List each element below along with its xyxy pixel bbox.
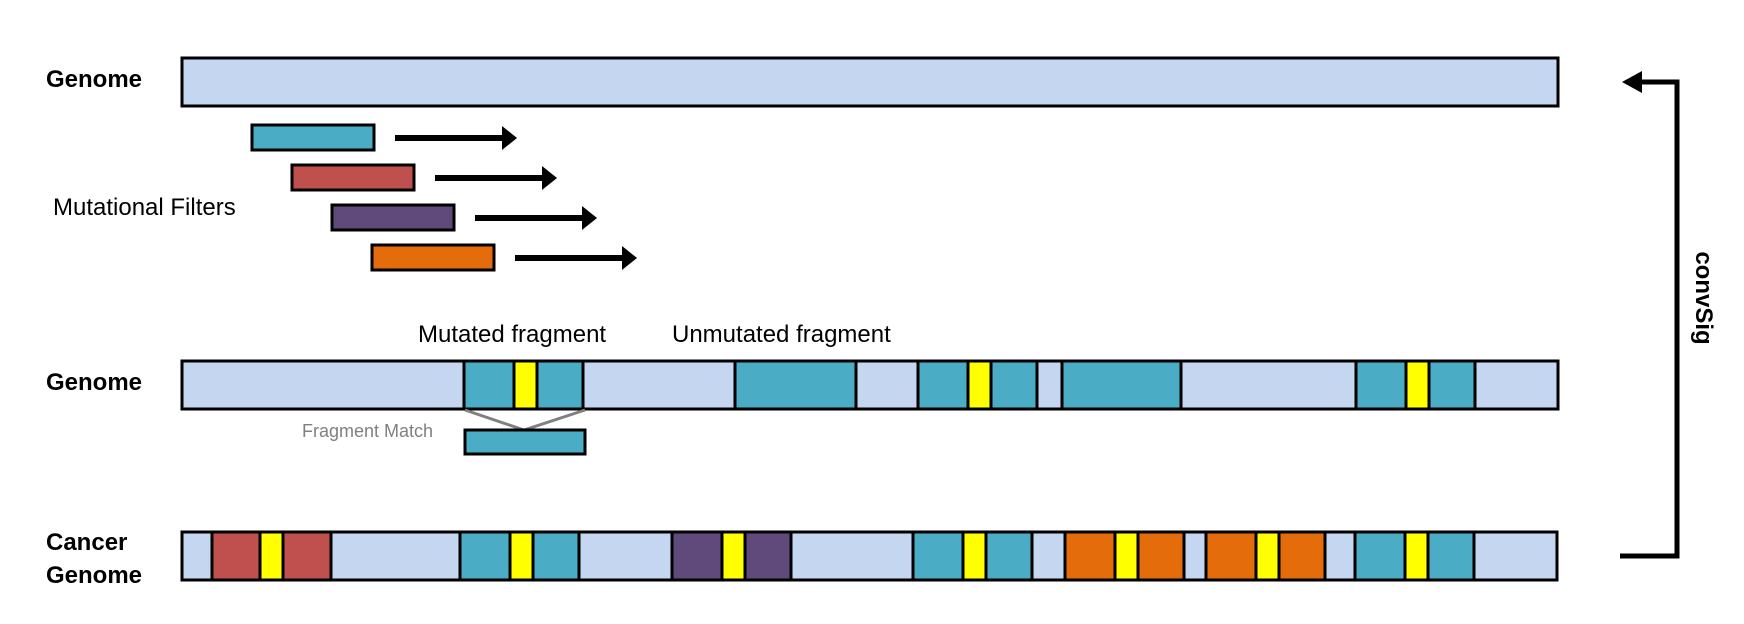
segment-blue bbox=[531, 530, 581, 582]
filter-arrowhead bbox=[622, 246, 637, 270]
segment-blue bbox=[1427, 359, 1477, 411]
segment-red bbox=[281, 530, 333, 582]
filter-arrowhead bbox=[582, 206, 597, 230]
cancer-genome-label-line1: Cancer bbox=[46, 529, 127, 556]
segment-blue bbox=[1426, 530, 1476, 582]
genome-mid-bar bbox=[180, 359, 1560, 411]
genome-top-label: Genome bbox=[46, 66, 142, 93]
segment-blue bbox=[462, 359, 516, 411]
segment-mutation bbox=[508, 530, 535, 582]
segment-mutation bbox=[966, 359, 993, 411]
segment-genome bbox=[789, 530, 915, 582]
genome-mid-label: Genome bbox=[46, 369, 142, 396]
segment-purple bbox=[743, 530, 793, 582]
mutational-filters-group bbox=[250, 123, 637, 272]
segment-mutation bbox=[512, 359, 539, 411]
filter-arrowhead bbox=[542, 166, 557, 190]
filter-red bbox=[290, 163, 416, 192]
segment-blue bbox=[458, 530, 512, 582]
matched-fragment-bar bbox=[463, 428, 587, 456]
segment-mutation bbox=[1403, 530, 1430, 582]
segment-genome bbox=[581, 359, 737, 411]
segment-mutation bbox=[961, 530, 988, 582]
filter-blue bbox=[250, 123, 376, 152]
segment-blue bbox=[916, 359, 970, 411]
segment-blue bbox=[1354, 359, 1408, 411]
filter-orange bbox=[370, 243, 496, 272]
segment-purple bbox=[670, 530, 724, 582]
segment-blue bbox=[989, 359, 1039, 411]
cancer-genome-bar bbox=[180, 530, 1559, 582]
segment-mutation bbox=[1254, 530, 1281, 582]
fragment-match-label: Fragment Match bbox=[302, 421, 433, 441]
segment-genome bbox=[1030, 530, 1067, 582]
convsig-arrowhead bbox=[1622, 71, 1642, 93]
segment-genome bbox=[1035, 359, 1064, 411]
segment-blue bbox=[911, 530, 965, 582]
convsig-label: convSig bbox=[1690, 251, 1717, 344]
segment-mutation bbox=[720, 530, 747, 582]
segment-orange bbox=[1136, 530, 1186, 582]
segment-genome bbox=[1182, 530, 1208, 582]
segment-blue bbox=[1060, 359, 1183, 411]
segment-orange bbox=[1277, 530, 1327, 582]
segment-orange bbox=[1063, 530, 1117, 582]
convsig-arrow bbox=[1620, 71, 1680, 559]
segment-orange bbox=[1204, 530, 1258, 582]
segment-genome bbox=[329, 530, 462, 582]
filter-arrowhead bbox=[502, 126, 517, 150]
fragment-match-lines bbox=[464, 408, 586, 432]
segment-blue bbox=[733, 359, 858, 411]
convsig-arrow-line bbox=[1620, 79, 1680, 559]
segment-red bbox=[210, 530, 262, 582]
segment-mutation bbox=[1404, 359, 1431, 411]
cancer-genome-label-line2: Genome bbox=[46, 562, 142, 589]
segment-mutation bbox=[258, 530, 285, 582]
segment-mutation bbox=[1113, 530, 1140, 582]
segment-genome bbox=[180, 530, 214, 582]
segment-blue bbox=[1353, 530, 1407, 582]
segment-genome bbox=[1179, 359, 1358, 411]
segment-genome bbox=[577, 530, 674, 582]
mutational-filters-label: Mutational Filters bbox=[53, 194, 236, 221]
segment-genome bbox=[854, 359, 920, 411]
segment-genome bbox=[1323, 530, 1357, 582]
segment-genome bbox=[1472, 530, 1559, 582]
filter-purple bbox=[330, 203, 456, 232]
segment-blue bbox=[984, 530, 1034, 582]
mutated-fragment-label: Mutated fragment bbox=[418, 321, 606, 348]
segment-genome bbox=[180, 359, 466, 411]
segment-genome bbox=[1473, 359, 1560, 411]
segment-blue bbox=[535, 359, 585, 411]
fragment-match-group bbox=[463, 408, 587, 456]
genome-top-bar bbox=[180, 56, 1560, 108]
unmutated-fragment-label: Unmutated fragment bbox=[672, 321, 891, 348]
